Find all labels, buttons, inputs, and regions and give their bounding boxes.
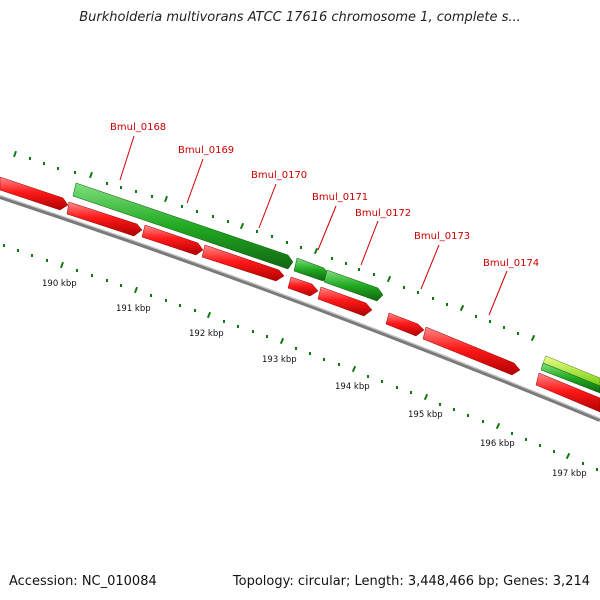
gene-label-bmul-0169[interactable]: Bmul_0169 — [178, 145, 234, 156]
scale-label-192-kbp: 192 kbp — [189, 329, 224, 339]
scale-label-195-kbp: 195 kbp — [408, 410, 443, 420]
gene-arrow[interactable] — [386, 313, 424, 336]
scale-label-197-kbp: 197 kbp — [552, 469, 587, 479]
topology-summary: Topology: circular; Length: 3,448,466 bp… — [233, 574, 590, 589]
gene-label-bmul-0171[interactable]: Bmul_0171 — [312, 192, 368, 203]
gene-label-bmul-0173[interactable]: Bmul_0173 — [414, 231, 470, 242]
reverse-strand-genes — [0, 177, 600, 412]
chromosome-backbone — [0, 197, 600, 420]
forward-strand-genes — [73, 183, 600, 393]
scale-label-196-kbp: 196 kbp — [480, 439, 515, 449]
scale-label-191-kbp: 191 kbp — [116, 304, 151, 314]
gene-label-bmul-0170[interactable]: Bmul_0170 — [251, 170, 307, 181]
gene-arrow[interactable] — [0, 177, 68, 210]
accession-label: Accession: NC_010084 — [9, 574, 157, 589]
scale-label-190-kbp: 190 kbp — [42, 279, 77, 289]
gene-label-bmul-0174[interactable]: Bmul_0174 — [483, 258, 539, 269]
gene-arrow[interactable] — [294, 258, 329, 281]
gene-arrow[interactable] — [288, 277, 318, 296]
scale-label-193-kbp: 193 kbp — [262, 355, 297, 365]
inner-tick-row — [3, 244, 598, 471]
gene-label-bmul-0168[interactable]: Bmul_0168 — [110, 122, 166, 133]
gene-label-bmul-0172[interactable]: Bmul_0172 — [355, 208, 411, 219]
scale-label-194-kbp: 194 kbp — [335, 382, 370, 392]
